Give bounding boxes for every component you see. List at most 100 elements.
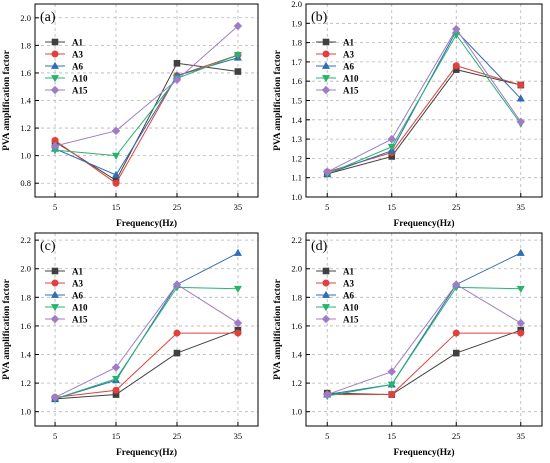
x-tick-label: 5 [325, 202, 329, 212]
x-tick-label: 15 [387, 431, 396, 441]
x-tick-label: 35 [234, 431, 243, 441]
plot-frame [34, 232, 259, 427]
y-tick-label: 1.0 [291, 192, 302, 202]
x-axis-label: Frequency(Hz) [393, 447, 454, 458]
series-line [327, 329, 521, 396]
legend: A1 A3 A6 A10 A15 [316, 38, 359, 96]
legend-marker [321, 85, 331, 95]
series-line [54, 62, 238, 182]
data-point [234, 329, 242, 337]
series-line [327, 283, 522, 396]
legend-marker [50, 290, 60, 298]
y-tick-label: 2.0 [20, 13, 31, 23]
legend-label: A1 [72, 38, 83, 48]
data-point [233, 248, 242, 256]
x-axis-label: Frequency(Hz) [116, 218, 177, 229]
legend-label: A1 [343, 267, 354, 277]
data-point [233, 285, 242, 293]
x-axis-label: Frequency(Hz) [116, 447, 177, 458]
legend-marker [321, 61, 331, 69]
chart-panel-a: 0.8 1.0 1.2 1.4 1.6 1.8 2.0 5 15 25 35 Frequency(Hz… [2, 3, 259, 229]
x-tick-label: 25 [173, 431, 182, 441]
x-tick-label: 5 [53, 202, 57, 212]
data-point [112, 179, 120, 187]
data-point [173, 329, 181, 337]
data-point [233, 52, 242, 60]
y-tick-label: 1.0 [291, 407, 302, 417]
panel-label: (b) [311, 10, 328, 25]
data-point [173, 349, 181, 357]
y-tick-label: 1.4 [291, 115, 302, 125]
y-tick-label: 1.2 [20, 123, 31, 133]
series-line [327, 33, 522, 175]
panel-label: (d) [311, 239, 328, 254]
legend-label: A6 [72, 62, 83, 72]
y-tick-label: 1.6 [291, 76, 302, 86]
data-point [516, 117, 525, 126]
legend-label: A1 [72, 267, 83, 277]
y-tick-label: 1.0 [20, 407, 31, 417]
legend-label: A3 [72, 279, 83, 289]
panel-label: (a) [40, 10, 56, 25]
series-line [327, 332, 521, 396]
series-line [54, 283, 239, 398]
x-tick-label: 5 [325, 431, 329, 441]
data-point [233, 21, 243, 31]
data-point [233, 318, 243, 328]
data-point [50, 393, 60, 402]
data-point [452, 62, 460, 70]
x-tick-label: 15 [112, 431, 121, 441]
y-tick-label: 1.6 [291, 321, 302, 331]
data-point [111, 126, 121, 136]
legend-label: A6 [72, 291, 83, 301]
legend-label: A10 [72, 303, 88, 313]
data-point [112, 170, 121, 178]
legend-label: A10 [343, 74, 359, 84]
data-point [517, 81, 525, 89]
data-point [112, 152, 121, 160]
data-point [452, 349, 460, 357]
legend-label: A3 [72, 50, 83, 60]
legend-marker [322, 267, 330, 275]
data-point [452, 329, 460, 337]
data-point [388, 391, 396, 399]
series-line [55, 54, 239, 157]
legend-marker [321, 314, 331, 324]
legend-marker [321, 75, 331, 83]
y-tick-label: 1.7 [291, 57, 302, 67]
x-axis-label: Frequency(Hz) [393, 218, 454, 229]
y-tick-label: 0.8 [20, 178, 31, 188]
chart-panel-c: 1.0 1.2 1.4 1.6 1.8 2.0 2.2 5 15 25 35 Frequency(Hz… [2, 232, 259, 458]
y-tick-label: 1.4 [291, 350, 302, 360]
x-tick-label: 5 [53, 431, 57, 441]
legend-marker [51, 50, 59, 58]
chart-panel-d: 1.0 1.2 1.4 1.6 1.8 2.0 2.2 5 15 25 35 Frequency(Hz… [273, 232, 543, 458]
legend-label: A3 [343, 50, 354, 60]
legend-marker [51, 38, 59, 46]
legend-marker [321, 290, 331, 298]
y-tick-label: 1.8 [20, 40, 31, 50]
legend-marker [321, 304, 331, 312]
x-tick-label: 35 [517, 202, 526, 212]
y-tick-label: 1.8 [291, 292, 302, 302]
y-tick-label: 1.6 [20, 68, 31, 78]
legend-marker [50, 85, 60, 95]
y-tick-label: 1.5 [291, 96, 302, 106]
y-axis-label: PVA amplification factor [273, 49, 283, 150]
data-point [112, 386, 120, 394]
series-line [327, 28, 522, 173]
x-tick-label: 25 [452, 202, 461, 212]
legend-label: A10 [343, 303, 359, 313]
y-tick-label: 1.8 [20, 292, 31, 302]
legend-marker [50, 314, 60, 324]
y-tick-label: 1.1 [291, 173, 302, 183]
data-point [452, 24, 461, 34]
y-tick-label: 1.2 [291, 378, 302, 388]
series-a15 [50, 21, 243, 151]
series-line [54, 286, 238, 400]
y-tick-label: 1.0 [20, 151, 31, 161]
series-a15 [323, 24, 525, 177]
chart-panel-b: 1.0 1.1 1.2 1.3 1.4 1.5 1.6 1.7 1.8 1.9 2.0 5 15 25 35… [273, 0, 543, 229]
data-point [516, 318, 525, 328]
